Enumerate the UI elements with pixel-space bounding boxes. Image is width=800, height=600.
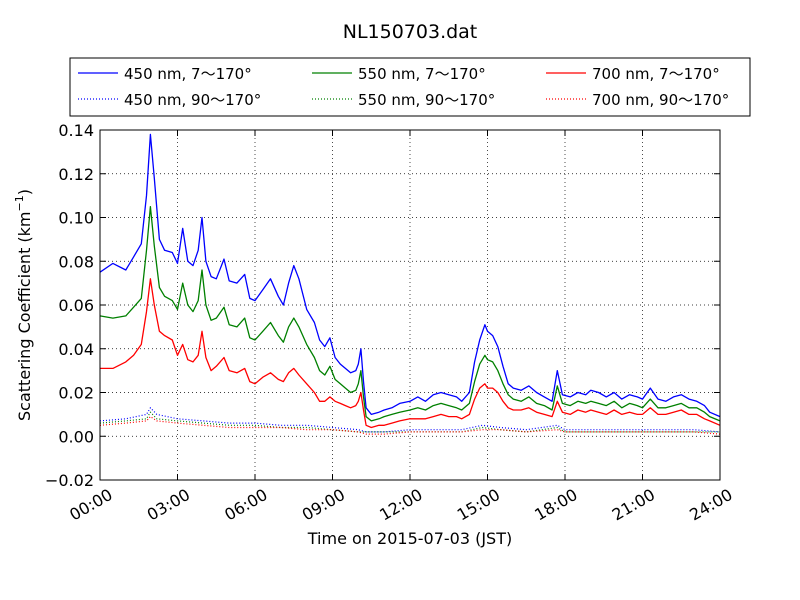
legend-label-6: 700 nm, 90～170° [592,91,729,109]
chart-title: NL150703.dat [343,21,478,43]
x-tick-label: 24:00 [686,485,735,525]
legend-label-3: 700 nm, 7～170° [592,65,720,83]
grid [100,130,720,480]
y-tick-label: −0.02 [45,471,94,490]
y-tick-label: 0.04 [58,340,94,359]
y-tick-label: 0.00 [58,427,94,446]
y-axis-label-close: ) [15,189,34,195]
y-axis-label-sup: −1 [13,195,26,211]
y-tick-label: 0.10 [58,209,94,228]
y-tick-label: 0.02 [58,384,94,403]
legend-label-4: 450 nm, 90～170° [124,91,261,109]
y-tick-label: 0.06 [58,296,94,315]
y-tick-label: 0.14 [58,121,94,140]
x-tick-label: 00:00 [66,485,115,525]
legend-box [69,57,751,117]
x-tick-label: 06:00 [221,485,270,525]
y-tick-label: 0.12 [58,165,94,184]
series-line-2 [99,205,721,422]
series-line-3 [100,278,721,429]
legend-label-1: 450 nm, 7～170° [124,65,252,83]
series-line-4 [99,407,721,433]
legend: 450 nm, 7～170° 550 nm, 7～170° 700 nm, 7～17… [69,57,751,117]
series-line-6 [99,416,721,435]
series-group [99,133,721,435]
x-tick-label: 18:00 [531,485,580,525]
x-tick-label: 15:00 [454,485,503,525]
legend-label-2: 550 nm, 7～170° [358,65,486,83]
x-tick-label: 12:00 [376,485,425,525]
series-line-1 [99,133,721,418]
y-axis-label: Scattering Coefficient (km−1) [13,189,34,421]
y-tick-label: 0.08 [58,252,94,271]
series-line-5 [99,411,720,433]
x-tick-label: 21:00 [609,485,658,525]
ticks: 00:00 03:00 06:00 09:00 12:00 15:00 18:00 21:00… [45,121,736,524]
y-axis-label-main: Scattering Coefficient (km [15,211,34,421]
legend-label-5: 550 nm, 90～170° [358,91,495,109]
x-tick-label: 03:00 [144,485,193,525]
x-tick-label: 09:00 [299,485,348,525]
x-axis-label: Time on 2015-07-03 (JST) [307,529,512,548]
